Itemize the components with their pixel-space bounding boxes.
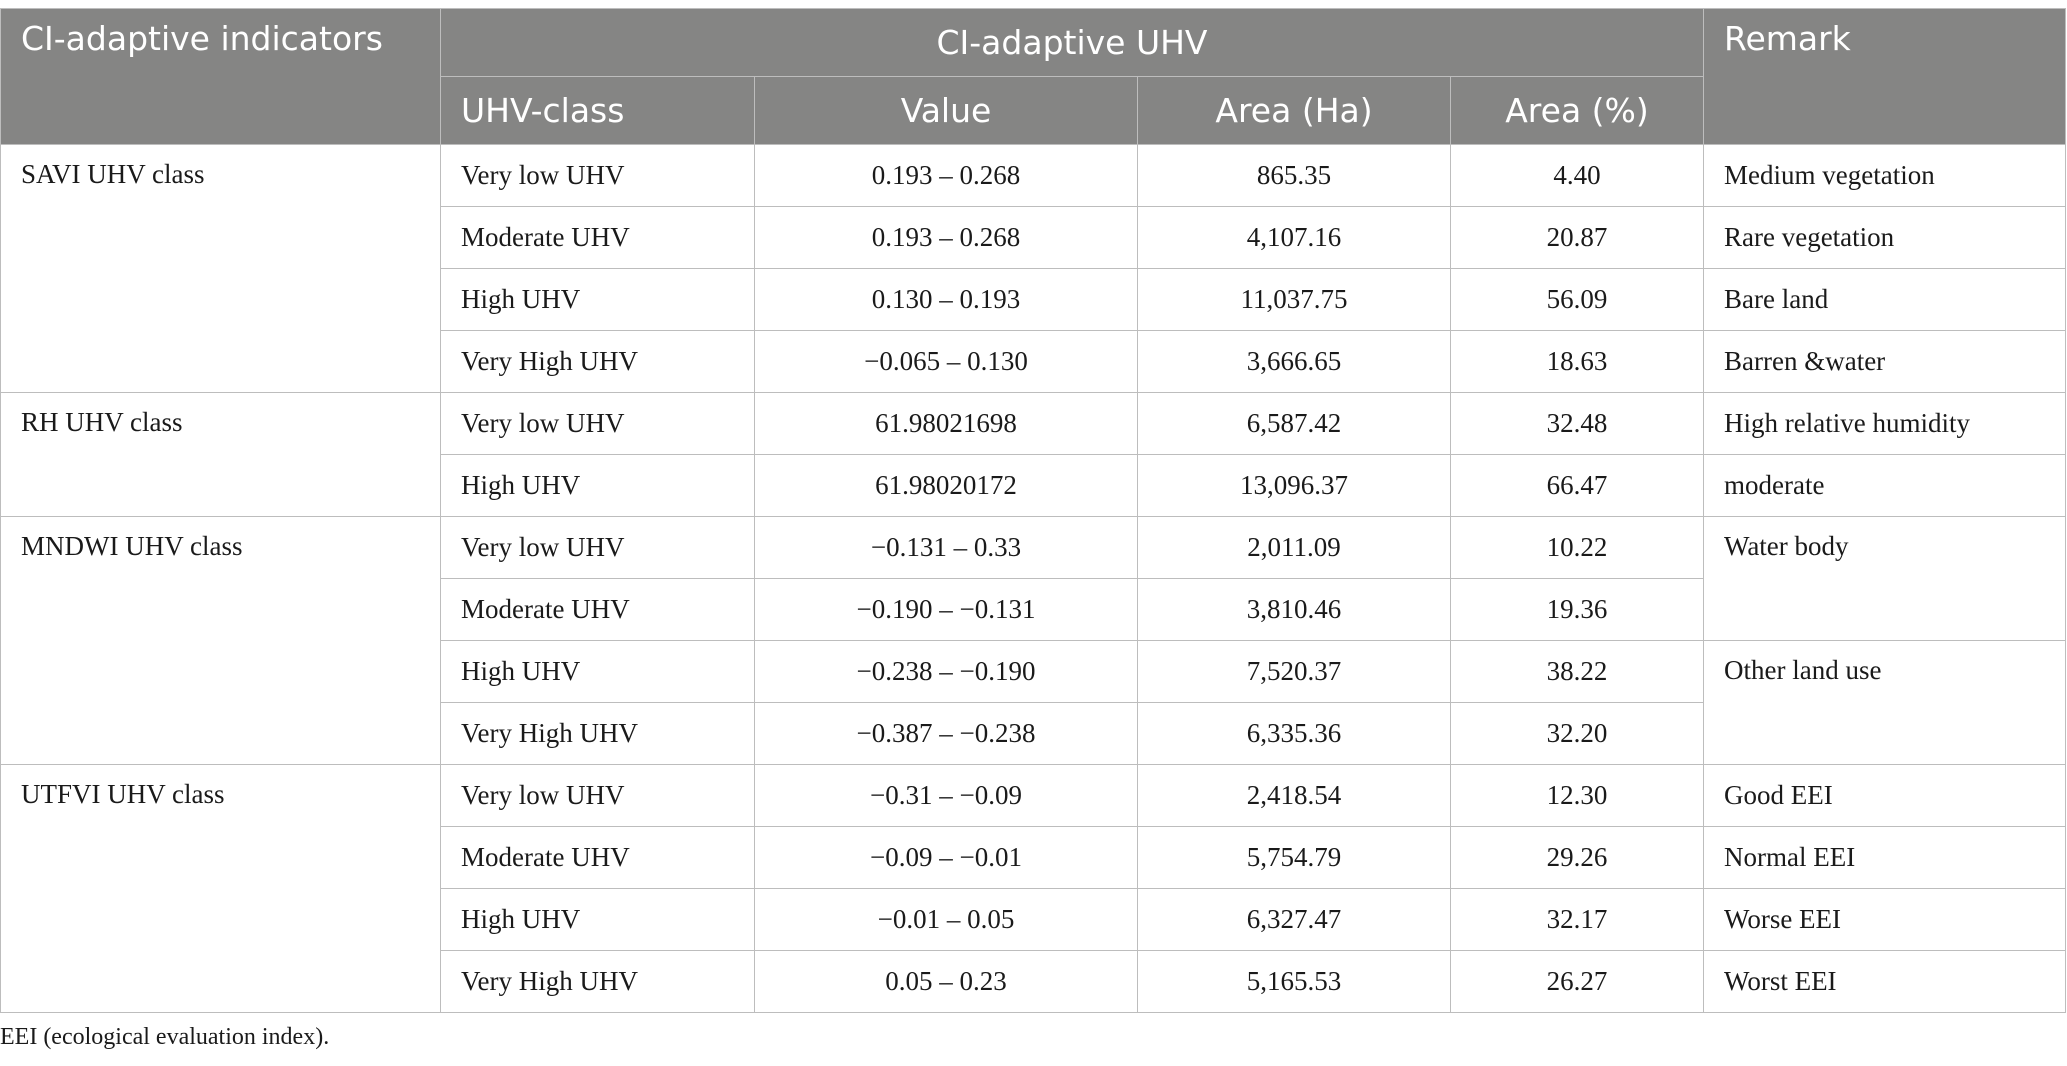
uhv-table: CI-adaptive indicators CI-adaptive UHV R…	[0, 8, 2066, 1013]
remark-cell: High relative humidity	[1703, 392, 2066, 455]
table-row: Moderate UHV −0.190 – −0.131 3,810.46 19…	[1, 578, 2066, 641]
value-cell: −0.065 – 0.130	[754, 330, 1138, 393]
indicator-cell: MNDWI UHV class	[0, 516, 441, 765]
value-cell: −0.190 – −0.131	[754, 578, 1138, 641]
class-cell: Very low UHV	[440, 516, 755, 579]
value-cell: −0.31 – −0.09	[754, 764, 1138, 827]
remark-cell: Worst EEI	[1703, 950, 2066, 1013]
header-area-ha: Area (Ha)	[1137, 76, 1451, 145]
header-row-2: UHV-class Value Area (Ha) Area (%)	[1, 76, 2066, 145]
area-pct-cell: 56.09	[1450, 268, 1704, 331]
value-cell: −0.238 – −0.190	[754, 640, 1138, 703]
area-pct-cell: 18.63	[1450, 330, 1704, 393]
header-remark: Remark	[1703, 8, 2066, 145]
area-pct-cell: 38.22	[1450, 640, 1704, 703]
class-cell: Very low UHV	[440, 764, 755, 827]
area-ha-cell: 6,587.42	[1137, 392, 1451, 455]
area-ha-cell: 865.35	[1137, 144, 1451, 207]
value-cell: 0.05 – 0.23	[754, 950, 1138, 1013]
class-cell: High UHV	[440, 454, 755, 517]
header-value: Value	[754, 76, 1138, 145]
class-cell: Very High UHV	[440, 702, 755, 765]
remark-cell: Worse EEI	[1703, 888, 2066, 951]
value-cell: −0.387 – −0.238	[754, 702, 1138, 765]
value-cell: −0.131 – 0.33	[754, 516, 1138, 579]
area-pct-cell: 26.27	[1450, 950, 1704, 1013]
indicator-cell: UTFVI UHV class	[0, 764, 441, 1013]
remark-cell: Normal EEI	[1703, 826, 2066, 889]
area-ha-cell: 5,165.53	[1137, 950, 1451, 1013]
value-cell: 0.130 – 0.193	[754, 268, 1138, 331]
indicator-cell: RH UHV class	[0, 392, 441, 517]
table-row: SAVI UHV class Very low UHV 0.193 – 0.26…	[0, 144, 2066, 393]
class-cell: High UHV	[440, 640, 755, 703]
area-pct-cell: 29.26	[1450, 826, 1704, 889]
indicator-cell: SAVI UHV class	[0, 144, 441, 393]
class-cell: Very low UHV	[440, 392, 755, 455]
value-cell: 0.193 – 0.268	[754, 144, 1138, 207]
table-row: UTFVI UHV class Very low UHV −0.31 – −0.…	[0, 764, 2066, 1013]
class-cell: High UHV	[440, 888, 755, 951]
area-ha-cell: 2,011.09	[1137, 516, 1451, 579]
area-pct-cell: 66.47	[1450, 454, 1704, 517]
value-cell: −0.01 – 0.05	[754, 888, 1138, 951]
table-row: High UHV 61.98020172 13,096.37 66.47 mod…	[1, 454, 2066, 517]
area-pct-cell: 4.40	[1450, 144, 1704, 207]
area-ha-cell: 2,418.54	[1137, 764, 1451, 827]
value-cell: 0.193 – 0.268	[754, 206, 1138, 269]
area-ha-cell: 11,037.75	[1137, 268, 1451, 331]
table-row: Very High UHV 0.05 – 0.23 5,165.53 26.27…	[1, 950, 2066, 1013]
remark-cell: Bare land	[1703, 268, 2066, 331]
remark-cell: Rare vegetation	[1703, 206, 2066, 269]
class-cell: Moderate UHV	[440, 578, 755, 641]
class-cell: Moderate UHV	[440, 206, 755, 269]
class-cell: Very High UHV	[440, 330, 755, 393]
header-group: CI-adaptive UHV	[440, 8, 1704, 77]
table-header: CI-adaptive indicators CI-adaptive UHV R…	[0, 8, 2066, 145]
area-ha-cell: 3,810.46	[1137, 578, 1451, 641]
remark-cell: Other land use	[1703, 640, 2066, 765]
area-pct-cell: 20.87	[1450, 206, 1704, 269]
area-pct-cell: 32.48	[1450, 392, 1704, 455]
header-indicators: CI-adaptive indicators	[0, 8, 441, 145]
header-row-1: CI-adaptive indicators CI-adaptive UHV R…	[0, 8, 2066, 145]
table-row: MNDWI UHV class Very low UHV −0.131 – 0.…	[0, 516, 2066, 765]
area-pct-cell: 10.22	[1450, 516, 1704, 579]
table-row: High UHV 0.130 – 0.193 11,037.75 56.09 B…	[1, 268, 2066, 331]
area-pct-cell: 32.20	[1450, 702, 1704, 765]
class-cell: High UHV	[440, 268, 755, 331]
area-pct-cell: 32.17	[1450, 888, 1704, 951]
area-ha-cell: 6,335.36	[1137, 702, 1451, 765]
remark-cell: Barren &water	[1703, 330, 2066, 393]
table-row: Very High UHV −0.065 – 0.130 3,666.65 18…	[1, 330, 2066, 393]
class-cell: Moderate UHV	[440, 826, 755, 889]
table-row: Very High UHV −0.387 – −0.238 6,335.36 3…	[1, 702, 2066, 765]
area-ha-cell: 3,666.65	[1137, 330, 1451, 393]
table-footnote: EEI (ecological evaluation index).	[0, 1024, 330, 1050]
remark-cell: Water body	[1703, 516, 2066, 641]
table-row: Moderate UHV 0.193 – 0.268 4,107.16 20.8…	[1, 206, 2066, 269]
remark-cell: moderate	[1703, 454, 2066, 517]
class-cell: Very low UHV	[440, 144, 755, 207]
table-row: High UHV −0.238 – −0.190 7,520.37 38.22 …	[1, 640, 2066, 765]
area-pct-cell: 12.30	[1450, 764, 1704, 827]
area-pct-cell: 19.36	[1450, 578, 1704, 641]
area-ha-cell: 6,327.47	[1137, 888, 1451, 951]
class-cell: Very High UHV	[440, 950, 755, 1013]
table-row: RH UHV class Very low UHV 61.98021698 6,…	[0, 392, 2066, 517]
area-ha-cell: 13,096.37	[1137, 454, 1451, 517]
header-class: UHV-class	[440, 76, 755, 145]
table-row: Moderate UHV −0.09 – −0.01 5,754.79 29.2…	[1, 826, 2066, 889]
area-ha-cell: 5,754.79	[1137, 826, 1451, 889]
area-ha-cell: 7,520.37	[1137, 640, 1451, 703]
value-cell: 61.98021698	[754, 392, 1138, 455]
value-cell: −0.09 – −0.01	[754, 826, 1138, 889]
header-area-pct: Area (%)	[1450, 76, 1704, 145]
remark-cell: Medium vegetation	[1703, 144, 2066, 207]
remark-cell: Good EEI	[1703, 764, 2066, 827]
table-body: SAVI UHV class Very low UHV 0.193 – 0.26…	[0, 144, 2066, 1013]
value-cell: 61.98020172	[754, 454, 1138, 517]
area-ha-cell: 4,107.16	[1137, 206, 1451, 269]
